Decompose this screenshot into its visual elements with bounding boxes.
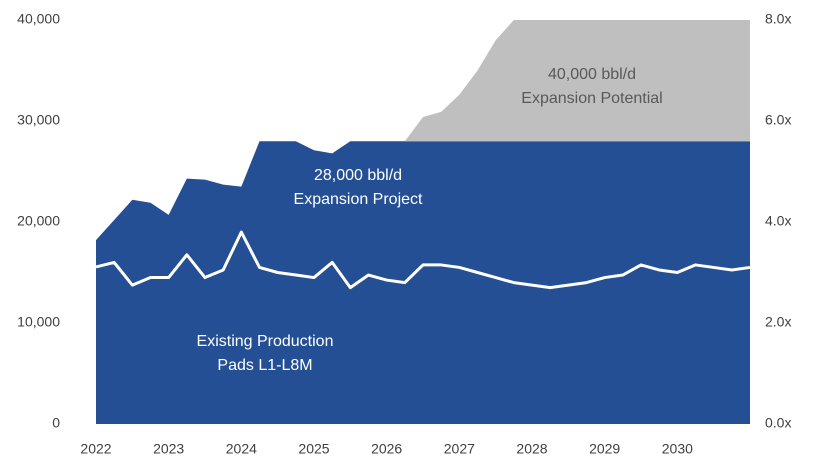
x-tick-label: 2029 [589,441,620,457]
y-tick-label: 0 [52,415,60,431]
y-tick-label: 30,000 [17,112,60,128]
area [96,20,750,241]
x-tick-label: 2026 [371,441,402,457]
x-tick-label: 2027 [444,441,475,457]
x-tick-label: 2030 [662,441,693,457]
x-tick-label: 2028 [516,441,547,457]
x-tick-label: 2025 [298,441,329,457]
annotation: 40,000 bbl/d [548,66,636,83]
x-tick-label: 2023 [153,441,184,457]
y-tick-label: 40,000 [17,11,60,27]
y2-tick-label: 0.0x [765,415,791,431]
ratio-line [95,230,751,290]
x-tick-label: 2022 [80,441,111,457]
annotation: 28,000 bbl/d [314,167,402,184]
area [96,141,750,424]
annotation: Pads L1-L8M [217,357,312,374]
y2-tick-label: 8.0x [765,11,791,27]
y2-tick-label: 2.0x [765,314,791,330]
annotation: Expansion Project [294,191,424,208]
annotation: Expansion Potential [521,90,662,107]
x-tick-label: 2024 [226,441,257,457]
y-tick-label: 10,000 [17,314,60,330]
y2-tick-label: 4.0x [765,213,791,229]
y2-tick-label: 6.0x [765,112,791,128]
annotation: Existing Production [197,333,334,350]
y-tick-label: 20,000 [17,213,60,229]
